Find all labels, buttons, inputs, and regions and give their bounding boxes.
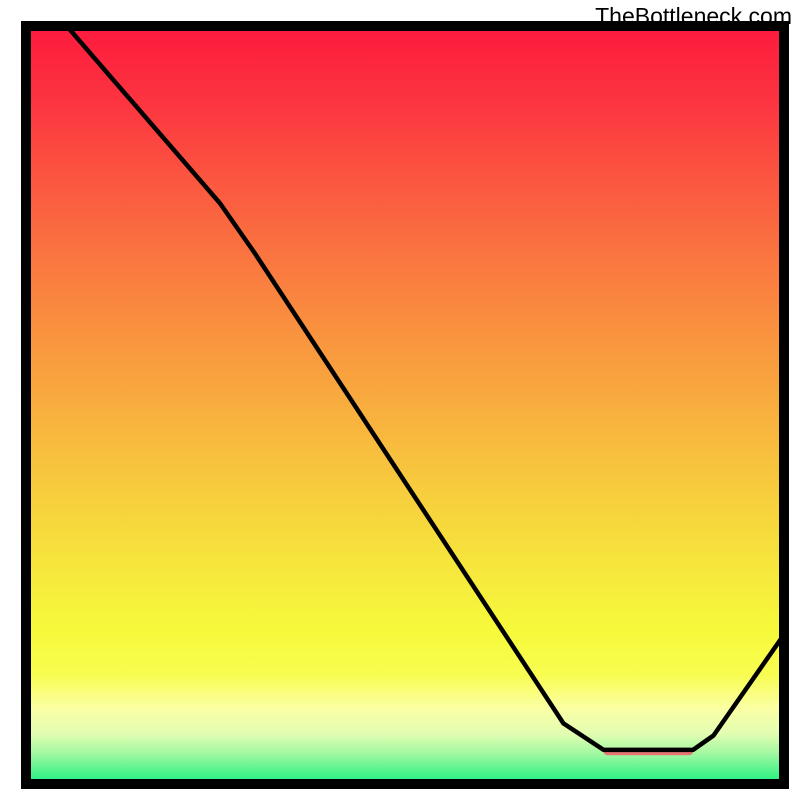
plot-background bbox=[26, 26, 784, 784]
chart-container: TheBottleneck.com bbox=[0, 0, 800, 800]
heat-gradient-chart bbox=[0, 0, 800, 800]
watermark-text: TheBottleneck.com bbox=[595, 3, 792, 30]
